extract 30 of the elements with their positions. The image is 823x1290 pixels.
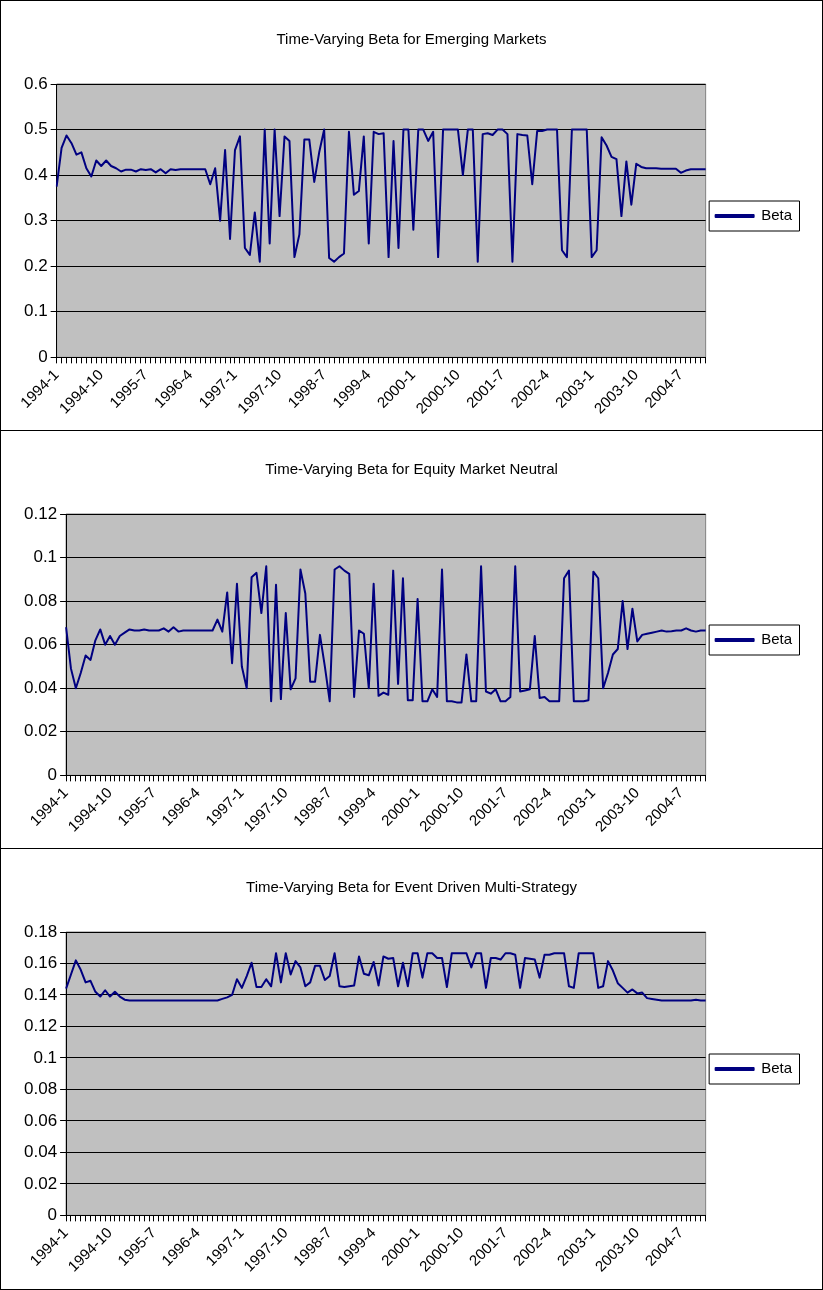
- chart-title: Time-Varying Beta for Event Driven Multi-Strategy: [246, 878, 578, 896]
- y-tick-label: 0.2: [23, 255, 48, 275]
- y-tick-label: 0.3: [23, 210, 48, 230]
- y-tick-label: 0: [47, 765, 58, 785]
- y-tick-label: 0.08: [23, 1079, 58, 1099]
- y-tick-label: 0.5: [23, 119, 48, 139]
- y-tick-label: 0.1: [23, 301, 48, 321]
- y-tick-label: 0.06: [23, 634, 58, 654]
- chart-title: Time-Varying Beta for Emerging Markets: [276, 30, 547, 48]
- y-tick-label: 0.06: [23, 1110, 58, 1130]
- y-tick-label: 0.4: [23, 164, 48, 184]
- y-tick-label: 0.1: [33, 547, 58, 567]
- legend-label: Beta: [761, 206, 793, 224]
- y-tick-label: 0.18: [23, 921, 58, 941]
- y-tick-label: 0: [47, 1205, 58, 1225]
- y-tick-label: 0.02: [23, 721, 58, 741]
- legend-label: Beta: [761, 630, 793, 648]
- chart-title: Time-Varying Beta for Equity Market Neutral: [265, 460, 558, 478]
- y-tick-label: 0.1: [33, 1047, 58, 1067]
- y-tick-label: 0.12: [23, 503, 58, 523]
- y-tick-label: 0.12: [23, 1016, 58, 1036]
- y-tick-label: 0.02: [23, 1173, 58, 1193]
- y-tick-label: 0.08: [23, 590, 58, 610]
- y-tick-label: 0: [38, 347, 48, 367]
- y-tick-label: 0.16: [23, 953, 58, 973]
- y-tick-label: 0.04: [23, 1142, 58, 1162]
- y-tick-label: 0.04: [23, 677, 58, 697]
- legend-label: Beta: [761, 1059, 793, 1077]
- y-tick-label: 0.6: [23, 73, 48, 93]
- y-tick-label: 0.14: [23, 984, 58, 1004]
